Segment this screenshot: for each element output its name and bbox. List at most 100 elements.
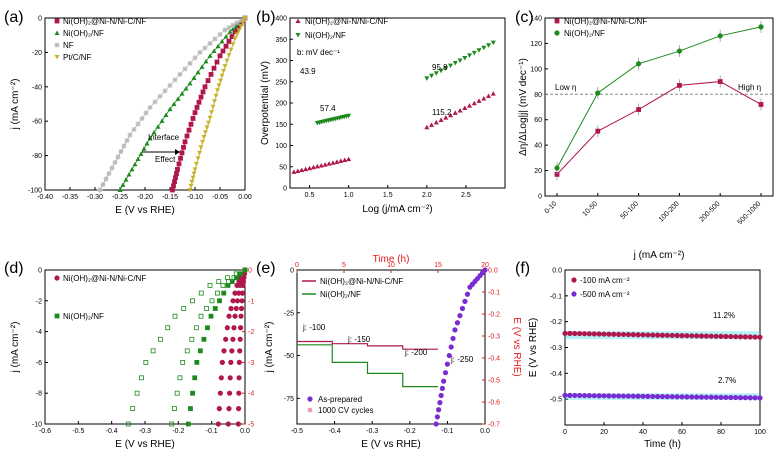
b-series-marker xyxy=(429,122,435,127)
f-ytick-label: -0.1 xyxy=(550,293,562,300)
a-series-marker xyxy=(159,118,165,123)
a-series-marker xyxy=(120,182,126,187)
a-series-marker xyxy=(179,91,185,96)
b-ytick-label: 350 xyxy=(275,37,287,44)
d-series-marker xyxy=(172,313,178,319)
b-series-marker xyxy=(467,103,473,108)
b-frame xyxy=(289,17,506,189)
b-series-marker xyxy=(481,45,487,51)
a-series-marker xyxy=(179,150,185,156)
a-series-marker xyxy=(211,65,217,71)
a-series-marker xyxy=(103,176,109,182)
a-series-marker xyxy=(229,34,235,39)
f-series-marker xyxy=(655,332,661,338)
f-series-marker xyxy=(640,332,646,338)
f-series-marker xyxy=(718,394,724,400)
f-series-marker xyxy=(713,333,719,339)
a-ytick-label: -80 xyxy=(32,153,42,160)
f-series-marker xyxy=(689,333,695,339)
d-series-marker xyxy=(233,271,239,277)
a-series-marker xyxy=(198,145,204,150)
a-series-marker xyxy=(194,161,199,167)
f-series-marker xyxy=(577,330,583,337)
d-series-marker xyxy=(223,336,229,342)
e-polarization-marker xyxy=(441,378,447,384)
f-series-marker xyxy=(698,394,705,400)
f-series-marker xyxy=(674,394,680,400)
f-series-marker xyxy=(703,394,709,400)
e-legend2-label: As-prepared xyxy=(318,395,362,404)
b-series-marker xyxy=(346,113,352,119)
a-series-marker xyxy=(151,130,157,135)
d2-ytick-label: -3 xyxy=(248,360,254,367)
e-polarization-marker xyxy=(464,291,471,297)
a-series-marker xyxy=(163,112,169,118)
f-xtick-label: 60 xyxy=(678,429,686,436)
a-series-marker xyxy=(199,64,205,69)
f-series-marker xyxy=(630,393,636,399)
d-series-marker xyxy=(233,305,239,312)
a-series-marker xyxy=(191,75,197,80)
a-series-marker xyxy=(135,156,141,162)
d-series-marker xyxy=(238,271,244,277)
a-series-marker xyxy=(222,27,228,33)
b-legend-label: Ni(OH)₂/NF xyxy=(305,31,346,40)
a-series-marker xyxy=(219,38,225,44)
b-series-marker xyxy=(303,166,309,172)
a-series-marker xyxy=(203,58,209,64)
b-series-marker xyxy=(486,93,492,99)
chart-b: 0.5 1.0 1.5 2.0 2.5 0 50 100 150 200 250 300 350 400 N… xyxy=(260,16,506,215)
d-series-marker xyxy=(226,405,232,412)
f-series-marker xyxy=(694,394,700,400)
d-series-marker xyxy=(221,348,227,354)
f-ytick-label: -0.4 xyxy=(550,371,562,378)
d-series-marker xyxy=(198,313,204,319)
a-series-marker xyxy=(240,20,246,25)
c-series-marker xyxy=(717,79,723,84)
c-series-marker xyxy=(595,128,601,134)
e-step-label: j: -200 xyxy=(404,348,428,357)
e-series-line xyxy=(297,340,438,350)
b-series-marker xyxy=(299,167,305,173)
a-series-marker xyxy=(187,60,193,66)
d-series-marker xyxy=(192,375,198,381)
e-x2tick-label: 10 xyxy=(387,262,395,269)
d-legend-marker xyxy=(54,313,60,319)
a-series-marker xyxy=(152,99,158,105)
f-series-marker xyxy=(698,333,705,339)
f-series-marker xyxy=(591,393,597,399)
b-series-marker xyxy=(476,48,482,53)
a-series-marker xyxy=(192,110,198,115)
f-series-marker xyxy=(645,332,651,338)
e2-ytick-label: -0.4 xyxy=(488,356,500,363)
c-xtick-label: 200-500 xyxy=(698,200,721,223)
a-series-marker xyxy=(167,82,173,88)
b-series-marker xyxy=(342,157,348,163)
c-legend-marker xyxy=(554,18,560,24)
b-ytick-label: 300 xyxy=(275,58,287,65)
f-series-marker xyxy=(650,393,656,400)
e-polarization-marker xyxy=(442,370,449,376)
f-series-marker xyxy=(562,330,568,336)
d-series-marker xyxy=(150,348,156,354)
d-series-marker xyxy=(189,336,195,342)
d-series-marker xyxy=(207,282,213,288)
f-series-marker xyxy=(718,333,724,339)
d-series-marker xyxy=(198,290,204,296)
b-series-marker xyxy=(438,68,444,74)
d-series-marker xyxy=(228,305,234,312)
a-series-marker xyxy=(230,42,236,47)
b-series-marker xyxy=(330,160,336,165)
d-ytick-label: -4 xyxy=(36,329,42,336)
a-series-marker xyxy=(217,53,223,59)
f-series-marker xyxy=(591,331,597,337)
a-xtick-label: -0.35 xyxy=(62,194,78,201)
b-slope-label: 95.8 xyxy=(432,63,448,72)
a-series-marker xyxy=(209,110,214,115)
e-xlabel: E (V vs RHE) xyxy=(361,439,420,450)
panel-d-label: (d) xyxy=(4,260,24,277)
b-ytick-label: 100 xyxy=(275,143,287,150)
e-polarization-marker xyxy=(444,361,450,367)
d-series-marker xyxy=(174,390,180,396)
f-series-marker xyxy=(757,395,763,401)
